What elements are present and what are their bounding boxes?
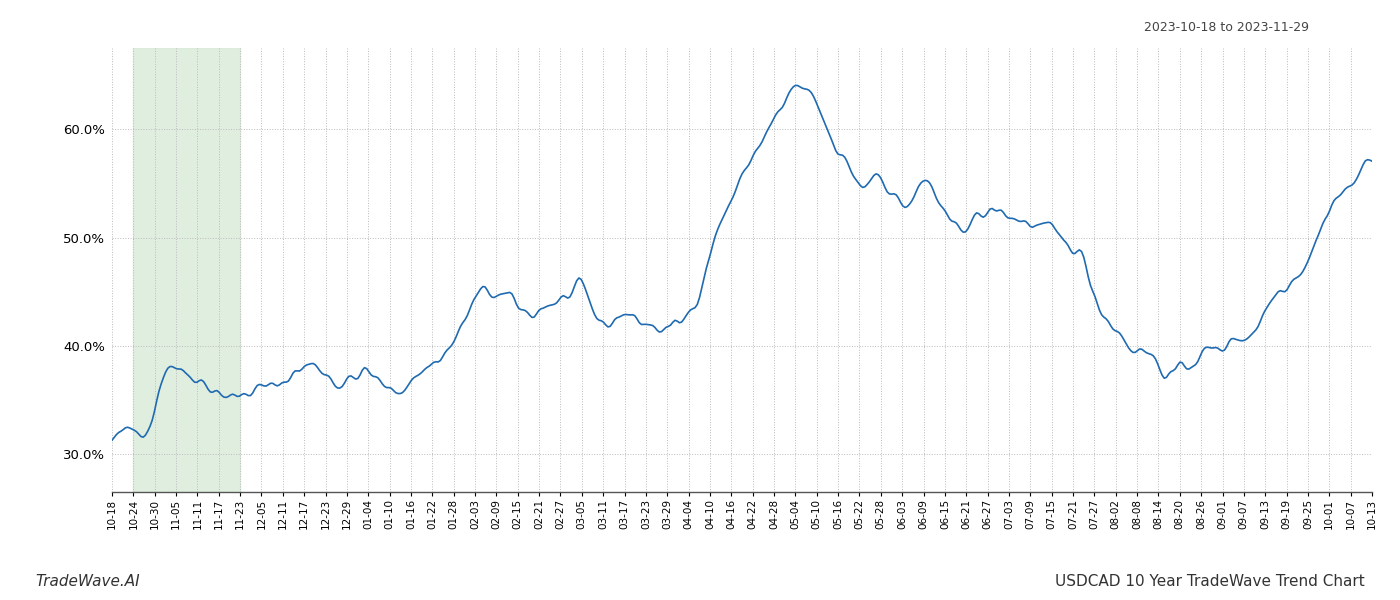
Text: 2023-10-18 to 2023-11-29: 2023-10-18 to 2023-11-29 (1144, 21, 1309, 34)
Text: TradeWave.AI: TradeWave.AI (35, 574, 140, 589)
Text: USDCAD 10 Year TradeWave Trend Chart: USDCAD 10 Year TradeWave Trend Chart (1056, 574, 1365, 589)
Bar (133, 48, 241, 492)
